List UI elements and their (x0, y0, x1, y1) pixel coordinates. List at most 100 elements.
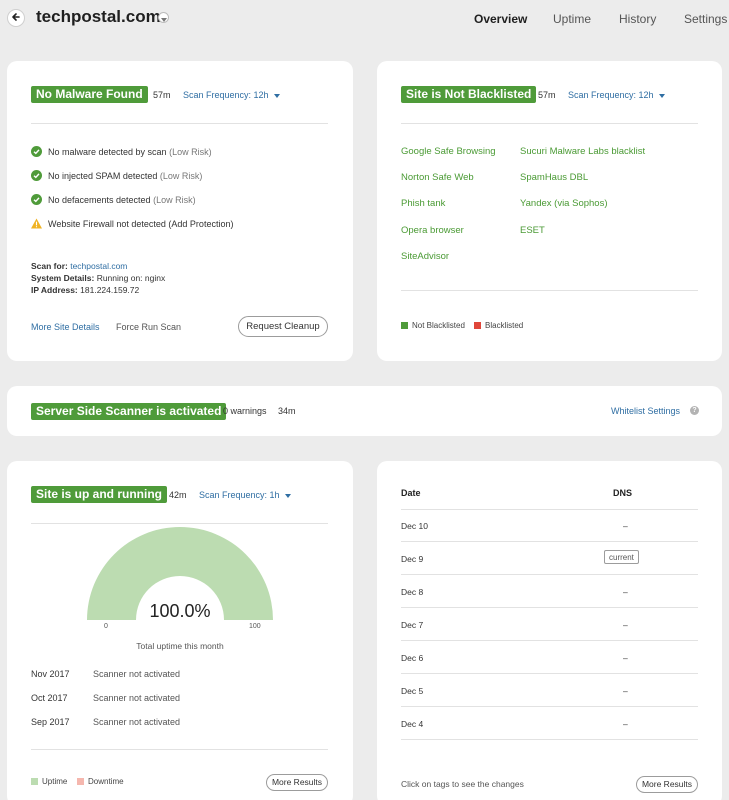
month-status: Scanner not activated (93, 669, 181, 679)
blacklist-norton-safe-web[interactable]: Norton Safe Web (401, 172, 474, 183)
risk-label: (Low Risk) (159, 170, 203, 181)
caret-down-icon (659, 90, 666, 100)
request-cleanup-button[interactable]: Request Cleanup (238, 316, 328, 337)
legend-uptime: Uptime (31, 777, 67, 786)
malware-scan-time: 57m (153, 90, 171, 100)
arrow-left-icon (11, 9, 21, 27)
caret-down-icon (274, 90, 281, 100)
site-title: techpostal.com (36, 7, 161, 26)
red-swatch (474, 322, 481, 329)
system-details-value: Running on: nginx (96, 273, 166, 283)
blacklist-card: Site is Not Blacklisted 57m Scan Frequen… (377, 61, 722, 361)
dns-card: Date DNS Dec 10 – Dec 9 current Dec 8 – … (377, 461, 722, 800)
scan-for-line: Scan for: techpostal.com (31, 261, 127, 271)
divider (401, 290, 698, 291)
tab-history[interactable]: History (619, 12, 657, 26)
dns-date: Dec 6 (401, 653, 424, 663)
chevron-down-icon (160, 9, 167, 27)
dns-date: Dec 5 (401, 686, 424, 696)
blacklist-scan-time: 57m (538, 90, 556, 100)
blacklist-google-safe-browsing[interactable]: Google Safe Browsing (401, 146, 496, 157)
gauge-max-label: 100 (249, 623, 261, 630)
malware-card: No Malware Found 57m Scan Frequency: 12h… (7, 61, 353, 361)
dns-value: – (623, 653, 628, 663)
malware-status-badge: No Malware Found (31, 86, 148, 103)
risk-label: (Add Protection) (168, 218, 234, 229)
check-row-defacements: No defacements detected (Low Risk) (31, 194, 196, 205)
force-run-scan-button[interactable]: Force Run Scan (116, 322, 182, 332)
dns-date: Dec 4 (401, 719, 424, 729)
malware-frequency-dropdown[interactable]: Scan Frequency: 12h (183, 90, 281, 100)
dns-table-row: Dec 7 – (401, 608, 698, 641)
ip-address-label: IP Address: (31, 285, 78, 295)
check-text: Website Firewall not detected (48, 218, 166, 229)
check-row-malware: No malware detected by scan (Low Risk) (31, 146, 212, 157)
blacklist-opera-browser[interactable]: Opera browser (401, 225, 464, 236)
dns-table-row: Dec 6 – (401, 641, 698, 674)
check-row-spam: No injected SPAM detected (Low Risk) (31, 170, 202, 181)
gauge-caption: Total uptime this month (136, 641, 224, 651)
dns-table-row: Dec 8 – (401, 575, 698, 608)
dns-current-tag[interactable]: current (604, 550, 639, 564)
dns-value: – (623, 620, 628, 630)
dns-col-dns: DNS (613, 488, 633, 498)
divider (401, 509, 698, 510)
help-icon[interactable]: ? (690, 406, 699, 415)
firewall-warning-link[interactable]: Website Firewall not detected (Add Prote… (31, 218, 233, 229)
dns-date: Dec 10 (401, 521, 428, 531)
dns-date: Dec 8 (401, 587, 424, 597)
uptime-frequency-dropdown[interactable]: Scan Frequency: 1h (199, 490, 292, 500)
site-switcher-button[interactable] (158, 12, 169, 23)
dns-more-results-button[interactable]: More Results (636, 776, 698, 793)
tab-overview[interactable]: Overview (474, 12, 528, 26)
blacklist-status-badge: Site is Not Blacklisted (401, 86, 537, 103)
dns-col-date: Date (401, 488, 421, 498)
blacklist-yandex[interactable]: Yandex (via Sophos) (520, 198, 608, 209)
legend-not-blacklisted: Not Blacklisted (401, 321, 465, 330)
dns-value: – (623, 686, 628, 696)
blacklist-phish-tank[interactable]: Phish tank (401, 198, 446, 209)
uptime-swatch (31, 778, 38, 785)
green-swatch (401, 322, 408, 329)
blacklist-siteadvisor[interactable]: SiteAdvisor (401, 251, 450, 262)
tab-uptime[interactable]: Uptime (553, 12, 592, 26)
blacklist-spamhaus-dbl[interactable]: SpamHaus DBL (520, 172, 589, 183)
tab-settings[interactable]: Settings (684, 12, 728, 26)
malware-frequency-label: Scan Frequency: 12h (183, 90, 269, 100)
dns-value: – (623, 719, 628, 729)
gauge-min-label: 0 (104, 623, 108, 630)
back-button[interactable] (7, 9, 25, 27)
dns-date: Dec 9 (401, 554, 424, 564)
ip-address-line: IP Address: 181.224.159.72 (31, 285, 139, 295)
risk-label: (Low Risk) (169, 146, 212, 157)
uptime-gauge-value: 100.0% (149, 601, 211, 621)
legend-label: Not Blacklisted (412, 321, 465, 330)
dns-value: – (623, 521, 628, 531)
check-text: No injected SPAM detected (48, 170, 158, 181)
top-bar: techpostal.com Overview Uptime History S… (0, 0, 729, 40)
legend-blacklisted: Blacklisted (474, 321, 523, 330)
uptime-more-results-button[interactable]: More Results (266, 774, 328, 791)
check-circle-icon (31, 170, 42, 181)
more-site-details-link[interactable]: More Site Details (31, 322, 100, 332)
month-status: Scanner not activated (93, 693, 181, 703)
server-scanner-badge: Server Side Scanner is activated (31, 403, 227, 420)
month-label: Sep 2017 (31, 717, 70, 727)
month-status: Scanner not activated (93, 717, 181, 727)
blacklist-eset[interactable]: ESET (520, 225, 545, 236)
blacklist-sucuri-malware-labs[interactable]: Sucuri Malware Labs blacklist (520, 146, 646, 157)
uptime-status-badge: Site is up and running (31, 486, 167, 503)
dns-table-row: Dec 9 current (401, 542, 698, 575)
month-label: Oct 2017 (31, 693, 68, 703)
blacklist-frequency-dropdown[interactable]: Scan Frequency: 12h (568, 90, 666, 100)
dns-table-row: Dec 10 – (401, 509, 698, 542)
uptime-gauge (87, 527, 273, 620)
divider (401, 123, 698, 124)
server-scanner-warnings: 0 warnings (223, 406, 267, 416)
divider (31, 523, 328, 524)
scan-for-link[interactable]: techpostal.com (70, 261, 128, 271)
whitelist-settings-link[interactable]: Whitelist Settings (611, 406, 681, 416)
divider (31, 123, 328, 124)
check-circle-icon (31, 146, 42, 157)
dns-footer-note: Click on tags to see the changes (401, 779, 524, 789)
